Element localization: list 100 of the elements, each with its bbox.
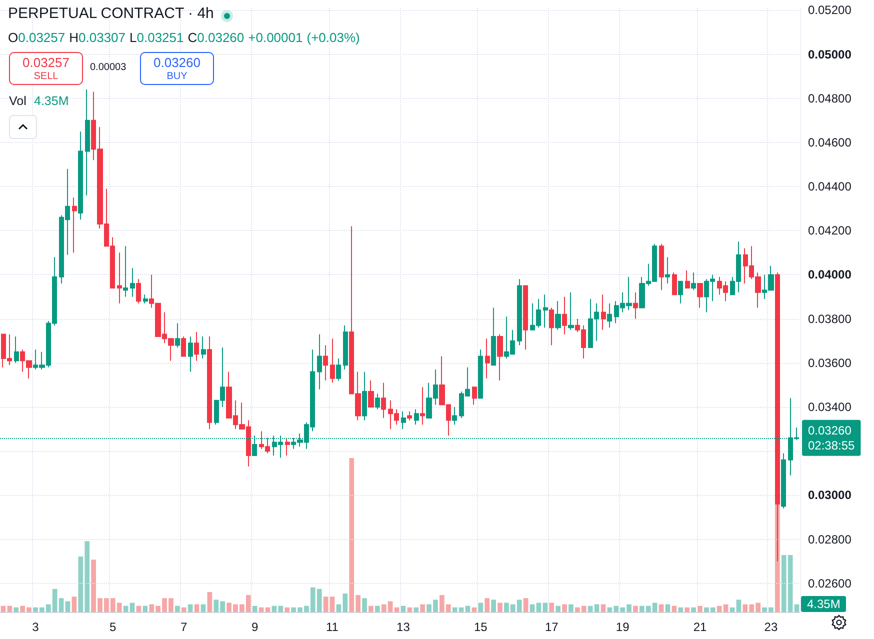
x-tick-label: 9 [251,620,258,634]
bar [414,607,419,612]
bar [420,604,425,612]
candlestick [678,280,683,304]
bar [600,604,606,612]
bar [7,606,12,612]
annotation: 0.03260 BUY [141,55,213,83]
bar [72,596,77,612]
bar [472,607,477,612]
bar [594,604,600,612]
y-tick-label: 0.04600 [808,135,852,150]
bar [323,596,328,612]
bar [633,606,638,612]
bar [530,604,535,612]
candlestick [285,437,290,456]
chart-title: Vol [9,94,26,109]
candlestick [659,243,664,291]
x-tick-label: 5 [110,620,117,634]
candlestick [323,344,328,382]
y-tick-label: 0.04000 [808,268,852,282]
bar [556,606,560,612]
candlestick [72,197,77,254]
candlestick [207,336,212,430]
bar [465,606,470,612]
annotation: 0.00003 [90,62,126,74]
bar [498,602,502,612]
bar [672,606,677,612]
x-tick-label: 19 [616,620,630,634]
candlestick [607,302,612,328]
x-tick-label: 11 [326,620,339,634]
bar [678,607,684,612]
candlestick [188,336,193,372]
candlestick [175,322,180,348]
bar [491,600,496,612]
candlestick [117,252,122,304]
bar [181,607,186,612]
candlestick [136,278,141,304]
y-tick-label: 0.05000 [808,47,852,62]
bar [568,604,574,612]
candlestick [472,386,477,406]
bar [65,601,70,612]
candlestick [491,307,496,366]
ref-line-label: 0.03260 02:38:55 [808,423,856,452]
candlestick [407,410,412,421]
candlestick [336,358,341,382]
bar [207,592,212,612]
candlestick [123,246,128,298]
bar [588,606,593,612]
bar [194,604,200,612]
candlestick [414,408,419,426]
bar [368,606,374,612]
bar [330,596,335,612]
bar [265,607,270,612]
bar [484,598,490,612]
text: 4.35M [34,94,69,108]
chart-title: PERPETUAL CONTRACT · 4h [8,5,214,23]
candlestick [562,296,567,335]
bar [775,504,780,612]
annotation: 0.03257 SELL [10,55,82,83]
y-tick-label: 0.03600 [808,356,852,370]
candlestick [143,294,148,304]
candlestick [181,336,186,357]
bar [684,607,690,612]
bar [252,606,258,612]
bar [730,607,735,612]
bar [549,602,554,612]
y-tick-label: 0.04200 [808,224,852,238]
candlestick [130,268,135,298]
candlestick [375,393,380,410]
bar [123,606,128,612]
candlestick [330,338,335,384]
x-tick-label: 21 [693,620,707,634]
candlestick [633,292,638,320]
x-tick-label: 13 [396,620,410,634]
text: 4.35M [801,596,846,612]
candlestick [343,324,348,370]
x-tick-label: 17 [544,620,559,634]
y-tick-label: 0.04400 [808,180,852,194]
candlestick [555,300,561,330]
y-tick-label: 0.04800 [808,91,852,106]
candlestick [368,380,374,408]
candlestick [568,292,574,330]
candlestick [420,386,425,426]
y-tick-label: 0.05200 [808,3,852,18]
x-tick-label: 7 [180,620,188,634]
bar [665,604,670,612]
candlestick [194,332,199,362]
bar [698,606,702,612]
candlestick [517,278,522,346]
candlestick [85,89,90,196]
y-tick-label: 0.03400 [808,400,852,414]
bar [407,607,412,612]
bar [130,602,135,612]
x-tick-label: 15 [474,620,488,634]
bar [14,607,19,612]
x-tick-label: 3 [32,620,40,634]
bar [523,598,528,612]
candlestick [362,371,367,421]
candlestick [452,406,457,426]
candlestick [478,349,483,399]
